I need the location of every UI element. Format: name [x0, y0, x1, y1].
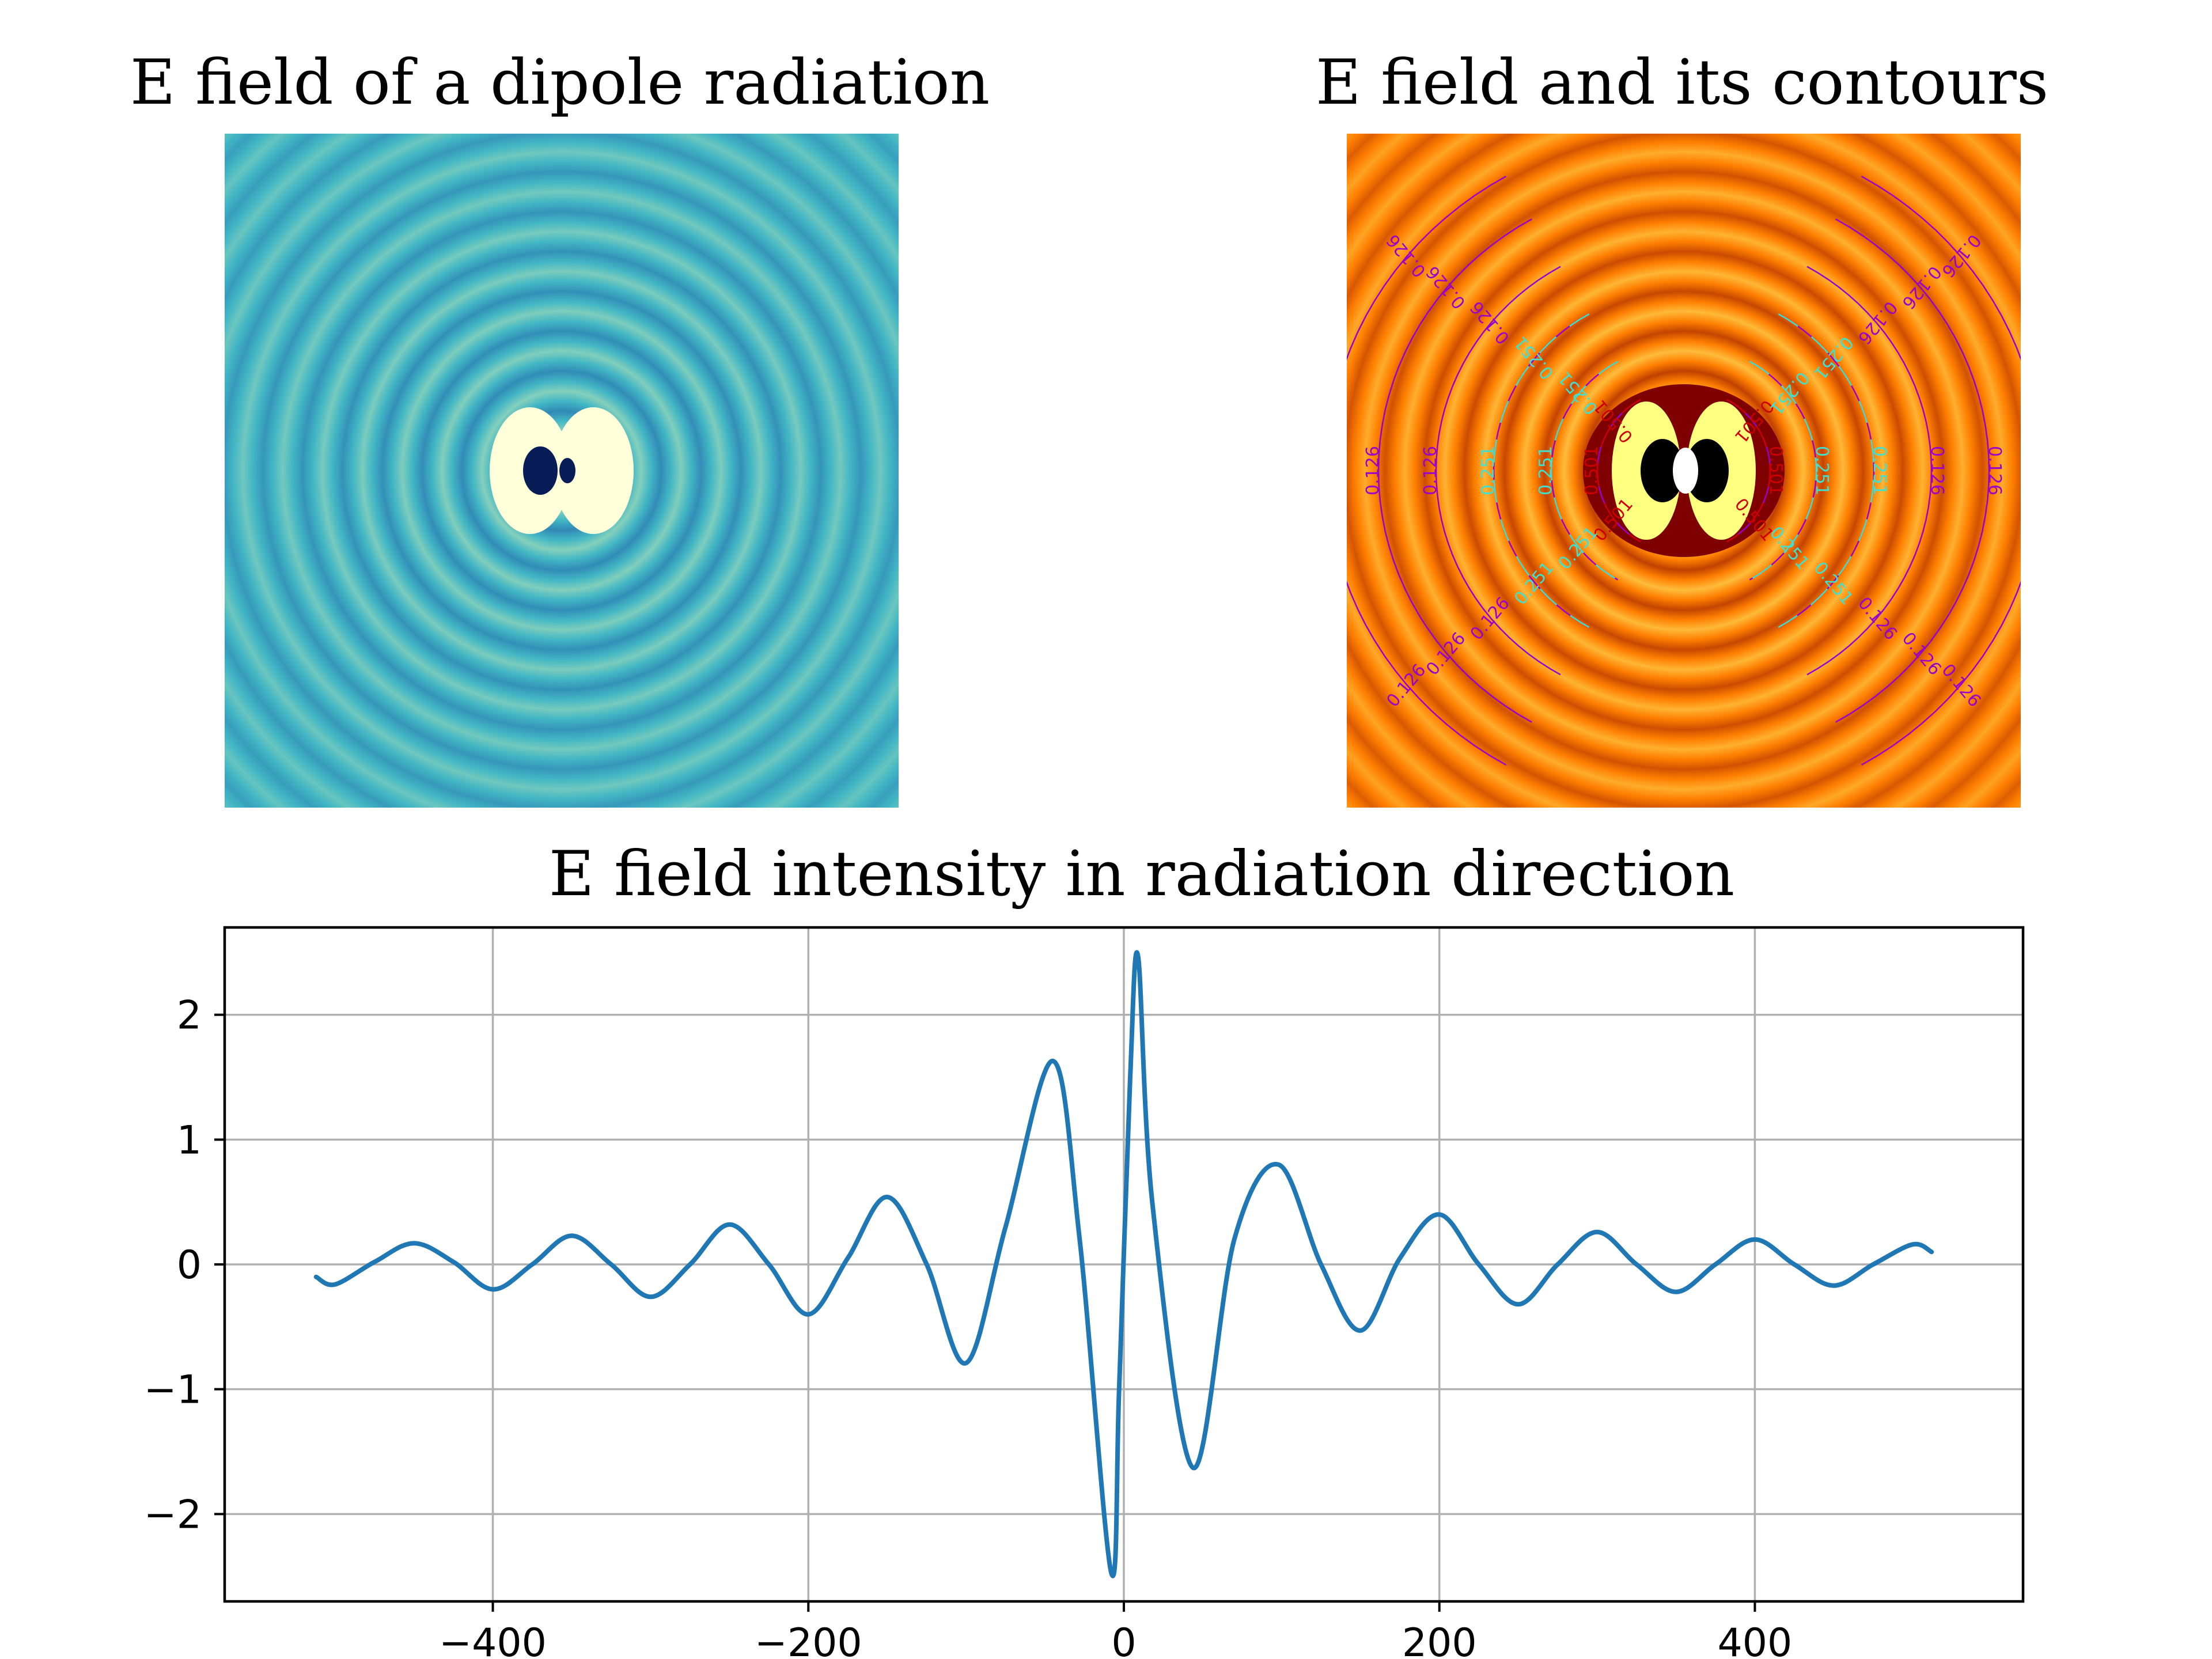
- dipole-core: [490, 407, 634, 534]
- y-tick-label: 2: [177, 993, 202, 1039]
- contour-level-label: 0.501: [1766, 446, 1786, 495]
- x-tick-label: 0: [1111, 1620, 1136, 1659]
- contours-core-black-left: [1641, 439, 1684, 502]
- dipole-core-dark-right: [559, 458, 575, 483]
- contour-level-label: 0.251: [1869, 446, 1889, 495]
- contour-line: [1835, 218, 1990, 723]
- grid-lines: [225, 927, 2023, 1601]
- contour-level-label: 0.126: [1984, 446, 2005, 495]
- contour-level-label: 0.126: [1927, 446, 1947, 495]
- contours-core: [1583, 384, 1785, 557]
- contour-level-label: 0.501: [1582, 446, 1602, 495]
- axis-ticks: [214, 1013, 1756, 1612]
- contour-line: [1347, 176, 1507, 766]
- x-tick-label: −400: [439, 1620, 547, 1659]
- contour-level-label: 0.251: [1478, 446, 1498, 495]
- contour-line: [1749, 361, 1817, 581]
- intensity-chart-title: E field intensity in radiation direction: [548, 838, 1735, 910]
- x-tick-label: 400: [1718, 1620, 1793, 1659]
- contour-line: [1726, 399, 1771, 543]
- contour-level-label: 0.126: [1363, 446, 1383, 495]
- contour-line: [1596, 399, 1642, 543]
- plot-frame: [223, 926, 2025, 1603]
- dipole-core-bright-right: [553, 407, 634, 534]
- contour-line: [1435, 266, 1561, 676]
- contour-line: [1493, 313, 1590, 628]
- y-tick-label: 1: [177, 1118, 202, 1163]
- contours-core-black-right: [1685, 439, 1729, 502]
- contour-line: [1778, 313, 1875, 628]
- dipole-chart-title: E field of a dipole radiation: [130, 47, 990, 119]
- contour-level-label: 0.251: [1812, 446, 1832, 495]
- contour-level-label: 0.126: [1421, 446, 1441, 495]
- contour-line: [1377, 218, 1532, 723]
- contour-line: [1861, 176, 2021, 766]
- contour-level-label: 0.251: [1536, 446, 1556, 495]
- dipole-core-dark-left: [523, 446, 558, 495]
- contours-core-center: [1673, 448, 1698, 494]
- contour-line: [1550, 361, 1619, 581]
- y-tick-label: −2: [144, 1492, 202, 1537]
- series-line: [313, 950, 1934, 1578]
- x-tick-label: −200: [755, 1620, 862, 1659]
- contour-line: [1806, 266, 1933, 676]
- y-tick-label: 0: [177, 1243, 202, 1288]
- x-tick-label: 200: [1402, 1620, 1477, 1659]
- y-tick-label: −1: [144, 1368, 202, 1413]
- contours-field-heatmap: 0.5010.5010.5010.5010.5010.5010.2510.251…: [1347, 134, 2021, 808]
- axis-tick-labels: −400 −200 0 200 400 −2 −1 0 1 2: [144, 993, 1793, 1659]
- contours-chart-title: E field and its contours: [1315, 47, 2049, 119]
- dipole-field-heatmap: [225, 134, 899, 808]
